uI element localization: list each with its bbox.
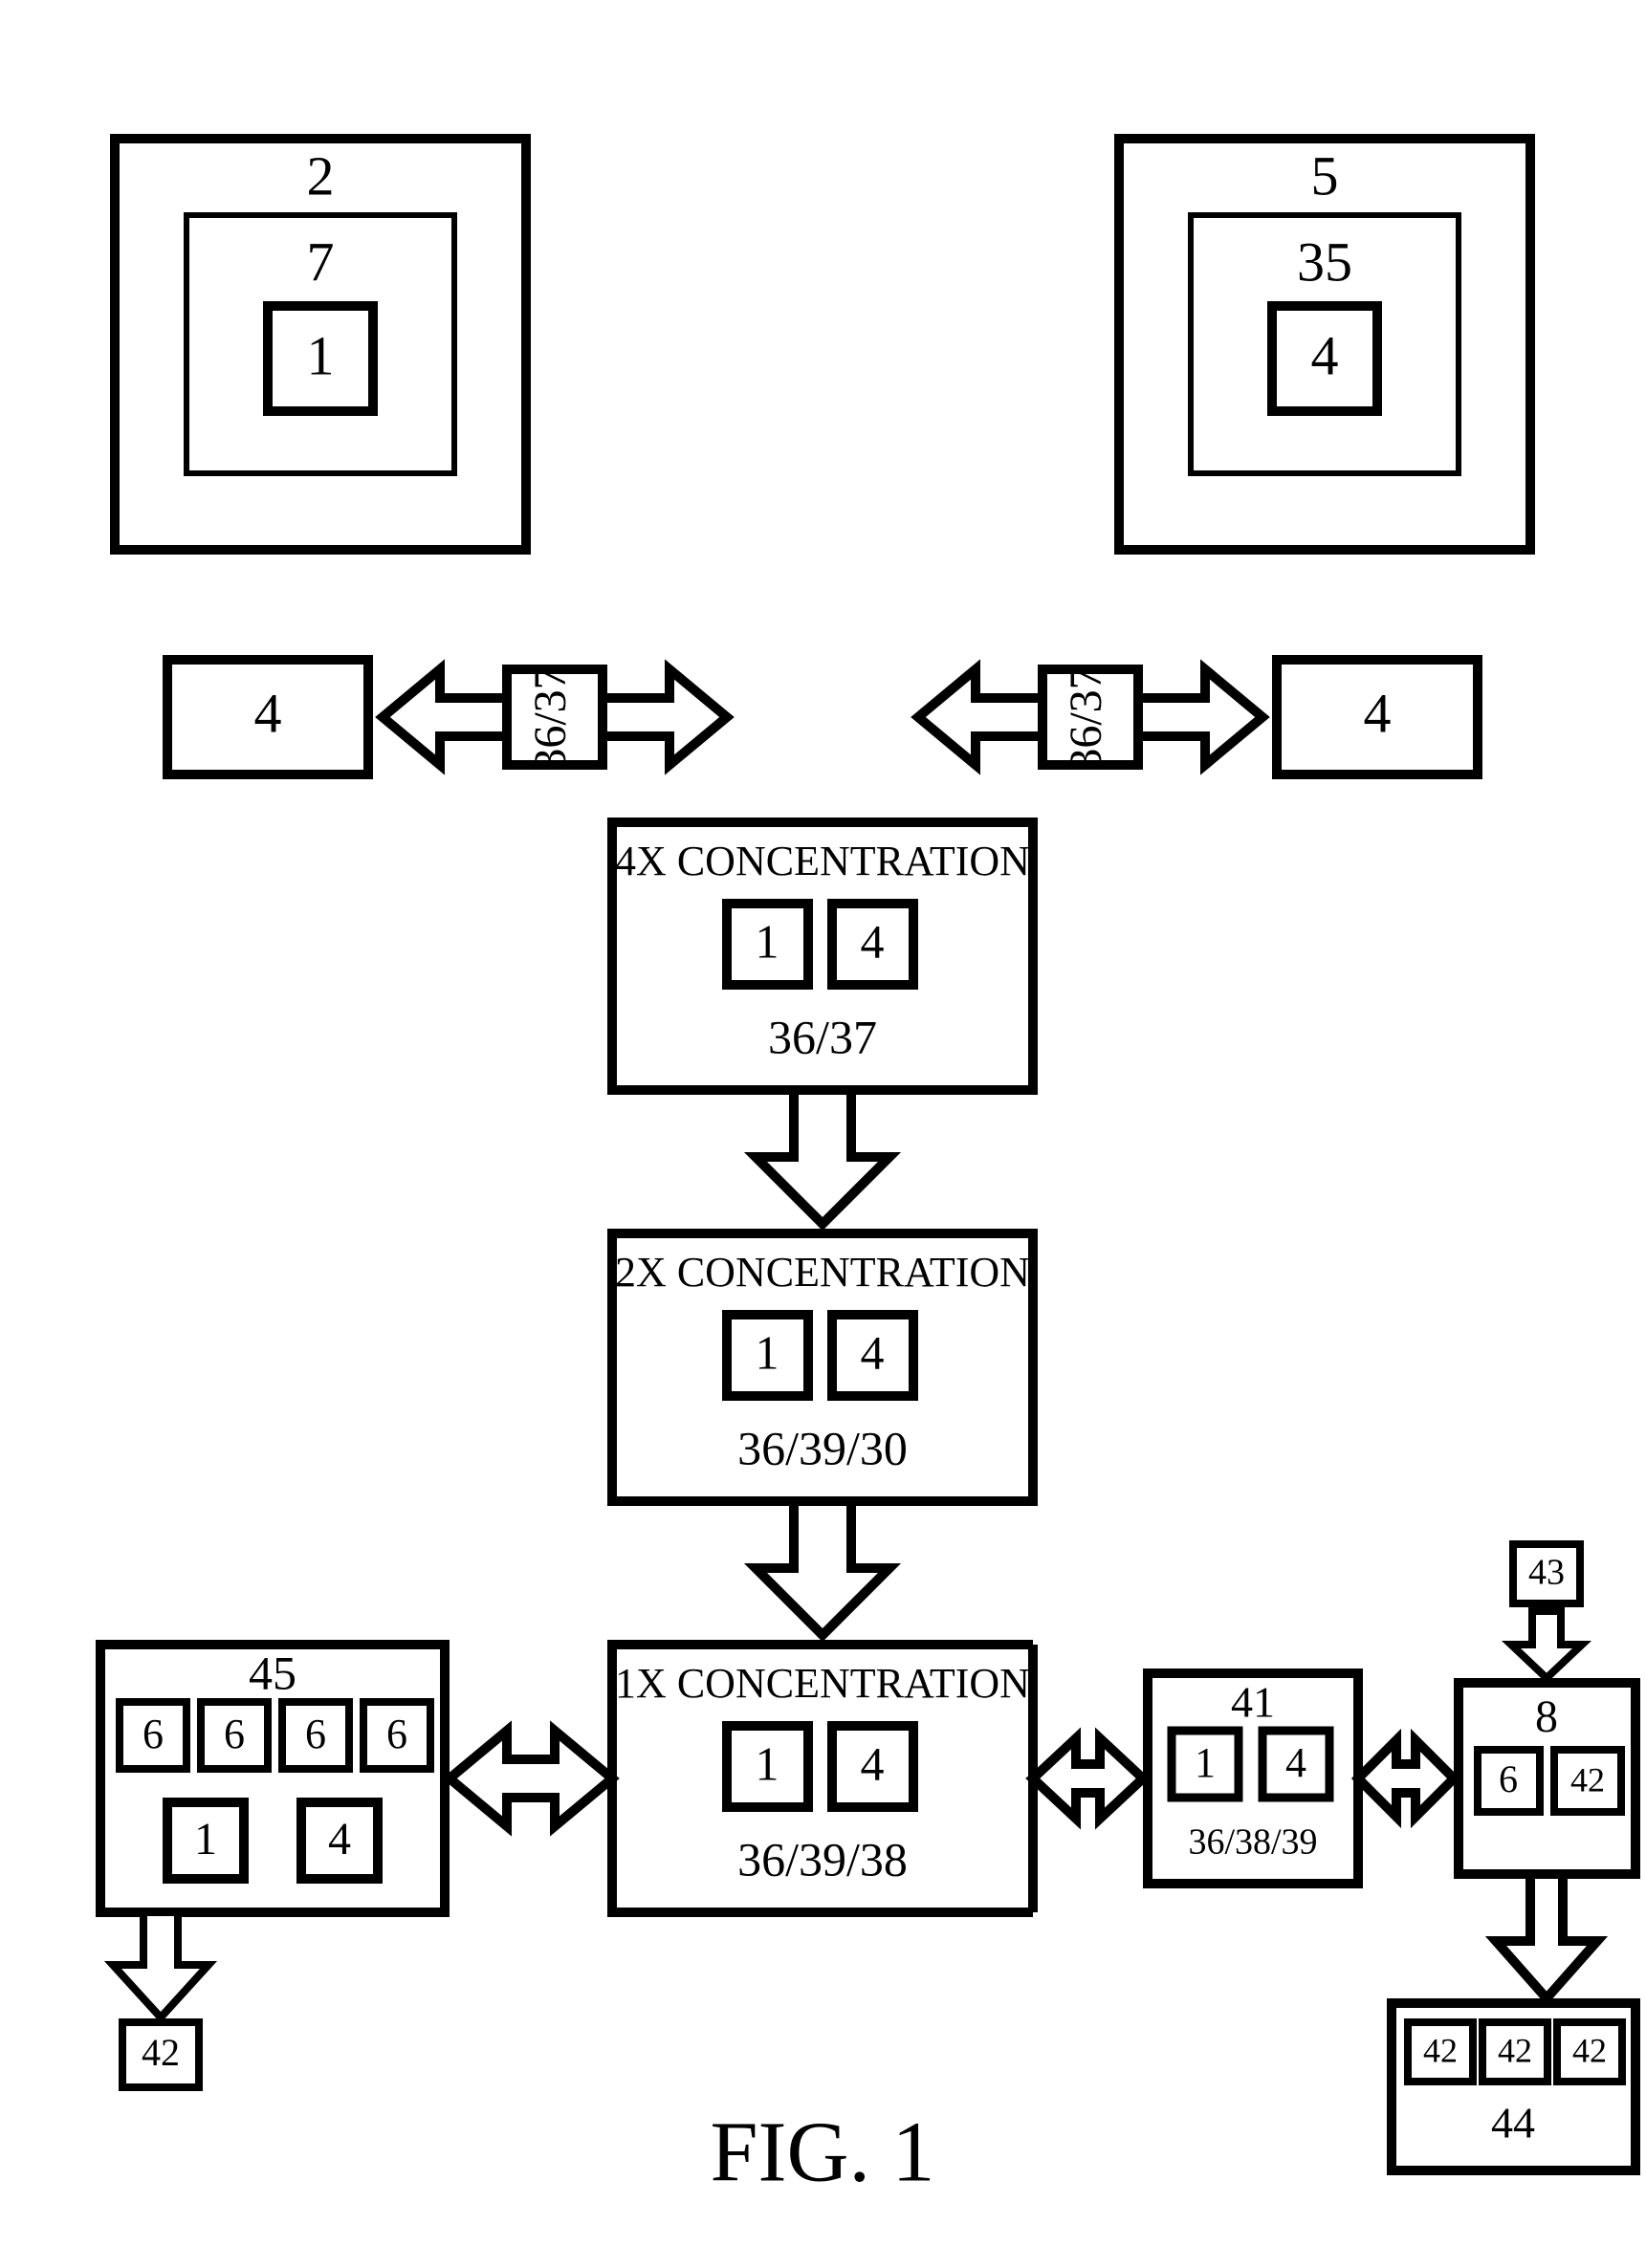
c4x-cell-0: 1 — [756, 914, 779, 968]
b41c-sub: 36/38/39 — [1188, 1822, 1317, 1863]
c2x-cell-1: 4 — [861, 1325, 885, 1379]
concentration-4x: 4X CONCENTRATION 1 4 36/37 — [612, 822, 1033, 1090]
b45-r1-2: 6 — [305, 1711, 326, 1757]
arrow-b-to-4x: 36/37 — [918, 666, 1262, 771]
nested-right-inner-label: 4 — [1311, 324, 1339, 386]
b8-label: 8 — [1535, 1691, 1558, 1742]
c1x-title: 1X CONCENTRATION — [615, 1660, 1030, 1707]
b45-r1-3: 6 — [386, 1711, 407, 1757]
c2x-cell-0: 1 — [756, 1325, 779, 1379]
small-42b-label: 42 — [142, 2031, 180, 2074]
block-45-label: 45 — [249, 1646, 296, 1699]
b41c-c0: 1 — [1195, 1739, 1216, 1786]
conn-bc-label: 36/37 — [1061, 666, 1111, 771]
block-b: 4 — [1277, 660, 1478, 774]
arrow-1x-to-45 — [450, 1731, 612, 1826]
c4x-cell-1: 4 — [861, 914, 885, 968]
b41c-label: 41 — [1231, 1678, 1275, 1727]
block-a-label: 4 — [254, 682, 282, 744]
nested-left-inner-label: 1 — [307, 324, 335, 386]
c2x-sub: 36/39/30 — [737, 1421, 908, 1474]
b8-c1: 42 — [1570, 1760, 1605, 1799]
figure-label: FIG. 1 — [710, 2105, 934, 2200]
b44-c1: 42 — [1498, 2031, 1532, 2069]
b41c-c1: 4 — [1285, 1739, 1306, 1786]
nested-box-right: 5 35 4 — [1119, 139, 1530, 550]
c1x-sub: 36/39/38 — [737, 1832, 908, 1886]
concentration-1x: 1X CONCENTRATION 1 4 36/39/38 — [612, 1645, 1033, 1912]
nested-left-outer-label: 2 — [307, 144, 335, 207]
nested-right-mid-label: 35 — [1297, 230, 1352, 293]
c2x-title: 2X CONCENTRATION — [615, 1249, 1030, 1296]
small-43: 43 — [1513, 1544, 1580, 1603]
concentration-2x: 2X CONCENTRATION 1 4 36/39/30 — [612, 1233, 1033, 1501]
block-a: 4 — [167, 660, 368, 774]
nested-box-left: 2 7 1 — [115, 139, 526, 550]
c4x-sub: 36/37 — [768, 1010, 877, 1063]
nested-left-mid-label: 7 — [307, 230, 335, 293]
arrow-4x-to-2x — [756, 1090, 889, 1224]
arrow-2x-to-1x — [756, 1501, 889, 1635]
nested-right-outer-label: 5 — [1311, 144, 1339, 207]
b45-r2-0: 1 — [194, 1814, 217, 1865]
b45-r2-1: 4 — [328, 1814, 351, 1865]
conn-ac-label: 36/37 — [525, 666, 576, 771]
b44-c0: 42 — [1423, 2031, 1458, 2069]
b8-c0: 6 — [1499, 1757, 1518, 1800]
b44-c2: 42 — [1572, 2031, 1607, 2069]
b44-label: 44 — [1491, 2099, 1535, 2148]
b45-r1-0: 6 — [143, 1711, 164, 1757]
arrow-a-to-4x: 36/37 — [383, 666, 727, 771]
small-43-label: 43 — [1528, 1553, 1565, 1593]
diagram-canvas: 2 7 1 5 35 4 4 4 36/37 36/37 4X CONCEN — [0, 0, 1646, 2268]
c4x-title: 4X CONCENTRATION — [615, 838, 1030, 884]
b45-r1-1: 6 — [224, 1711, 245, 1757]
c1x-cell-0: 1 — [756, 1736, 779, 1790]
block-b-label: 4 — [1364, 682, 1392, 744]
block-45: 45 6 6 6 6 1 4 — [100, 1645, 445, 1912]
c1x-cell-1: 4 — [861, 1736, 885, 1790]
